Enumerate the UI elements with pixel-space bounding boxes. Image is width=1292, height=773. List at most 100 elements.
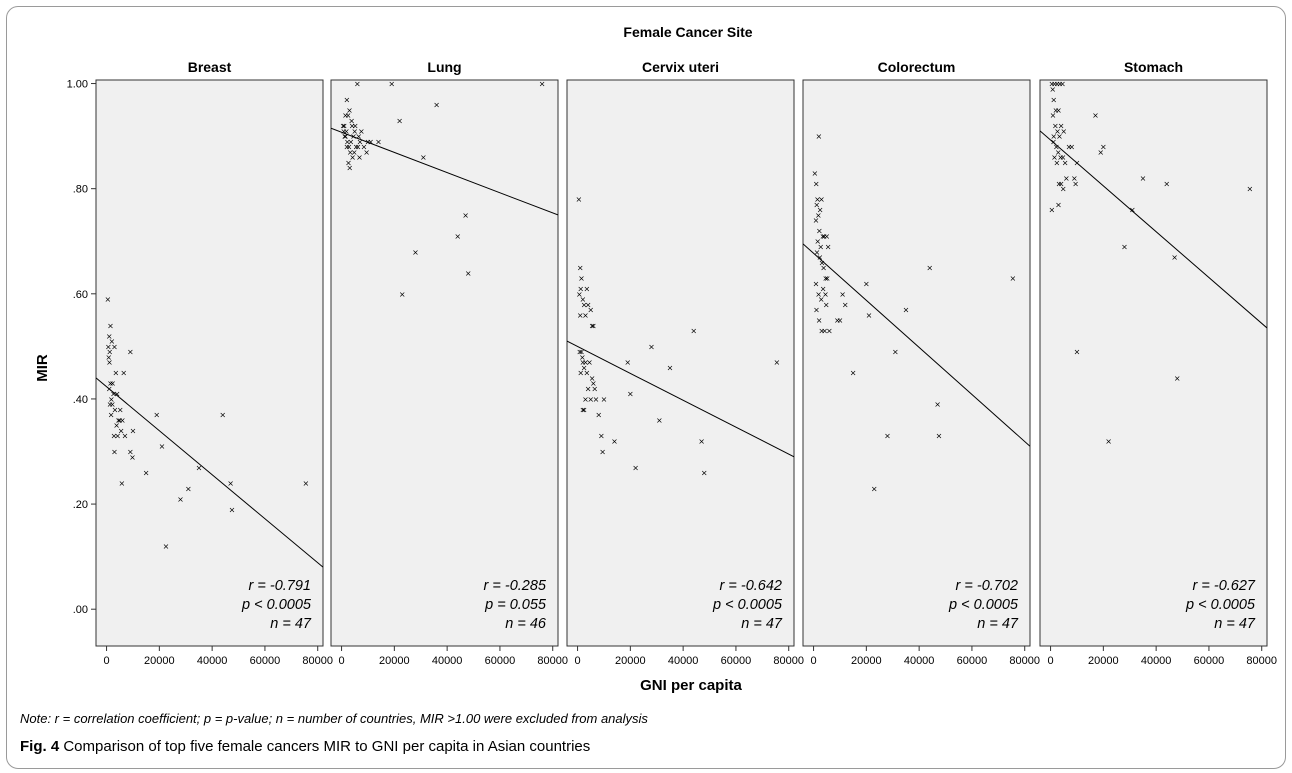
data-point: ×: [815, 211, 822, 220]
data-point: ×: [824, 274, 831, 283]
data-point: ×: [1059, 80, 1066, 89]
stat-r: r = -0.642: [720, 578, 782, 594]
data-point: ×: [302, 479, 309, 488]
data-point: ×: [343, 95, 350, 104]
data-point: ×: [361, 143, 368, 152]
data-point: ×: [1066, 143, 1073, 152]
plot-area: [566, 79, 795, 647]
x-tick-label: 20000: [144, 655, 175, 667]
data-point: ×: [577, 311, 584, 320]
data-point: ×: [579, 295, 586, 304]
data-point: ×: [1054, 80, 1061, 89]
data-point: ×: [346, 106, 353, 115]
data-point: ×: [1246, 185, 1253, 194]
stat-p: p < 0.0005: [712, 597, 783, 613]
data-point: ×: [462, 211, 469, 220]
stat-p: p < 0.0005: [241, 597, 312, 613]
data-point: ×: [582, 395, 589, 404]
data-point: ×: [127, 448, 134, 457]
data-point: ×: [159, 442, 166, 451]
data-point: ×: [1063, 174, 1070, 183]
footnote: Note: r = correlation coefficient; p = p…: [20, 711, 648, 726]
data-point: ×: [177, 495, 184, 504]
data-point: ×: [1074, 158, 1081, 167]
y-tick-label: 1.00: [67, 79, 88, 91]
y-tick-label: .20: [73, 499, 88, 511]
stat-n: n = 47: [741, 616, 783, 632]
data-point: ×: [576, 290, 583, 299]
figure-caption: Fig. 4 Comparison of top five female can…: [20, 738, 590, 755]
data-point: ×: [1055, 148, 1062, 157]
data-point: ×: [355, 132, 362, 141]
data-point: ×: [115, 416, 122, 425]
data-point: ×: [1058, 122, 1065, 131]
data-point: ×: [396, 116, 403, 125]
data-point: ×: [822, 290, 829, 299]
data-point: ×: [351, 127, 358, 136]
x-tick-label: 80000: [773, 655, 804, 667]
data-point: ×: [834, 316, 841, 325]
data-point: ×: [345, 158, 352, 167]
x-tick-label: 0: [103, 655, 109, 667]
data-point: ×: [823, 232, 830, 241]
data-point: ×: [1060, 185, 1067, 194]
x-tick-label: 60000: [1194, 655, 1225, 667]
panel-stomach: ××××××××××××××××××××××××××××××××××××××××…: [1039, 79, 1277, 667]
data-point: ×: [690, 327, 697, 336]
data-point: ×: [343, 127, 350, 136]
data-point: ×: [863, 279, 870, 288]
data-point: ×: [129, 453, 136, 462]
x-tick-label: 80000: [1009, 655, 1040, 667]
data-point: ×: [112, 369, 119, 378]
data-point: ×: [591, 384, 598, 393]
data-point: ×: [813, 279, 820, 288]
data-point: ×: [196, 463, 203, 472]
data-point: ×: [601, 395, 608, 404]
x-tick-label: 40000: [197, 655, 228, 667]
data-point: ×: [817, 242, 824, 251]
data-point: ×: [656, 416, 663, 425]
data-point: ×: [1174, 374, 1181, 383]
data-point: ×: [814, 248, 821, 257]
data-point: ×: [1140, 174, 1147, 183]
data-point: ×: [632, 463, 639, 472]
y-tick-label: .80: [73, 184, 88, 196]
x-tick-label: 20000: [615, 655, 646, 667]
data-point: ×: [701, 469, 708, 478]
panel-colorectum: ××××××××××××××××××××××××××××××××××××××××…: [802, 79, 1040, 667]
data-point: ×: [892, 348, 899, 357]
data-point: ×: [465, 269, 472, 278]
stat-p: p = 0.055: [484, 597, 547, 613]
data-point: ×: [648, 342, 655, 351]
data-point: ×: [1071, 174, 1078, 183]
data-point: ×: [1074, 348, 1081, 357]
super-title: Female Cancer Site: [623, 24, 752, 40]
data-point: ×: [343, 143, 350, 152]
data-point: ×: [589, 374, 596, 383]
data-point: ×: [107, 400, 114, 409]
caption-text: Comparison of top five female cancers MI…: [59, 738, 591, 755]
data-point: ×: [105, 295, 112, 304]
y-tick-label: .40: [73, 394, 88, 406]
data-point: ×: [611, 437, 618, 446]
data-point: ×: [581, 300, 588, 309]
panel-title: Cervix uteri: [642, 59, 719, 75]
data-point: ×: [412, 248, 419, 257]
data-point: ×: [814, 195, 821, 204]
data-point: ×: [1068, 143, 1075, 152]
data-point: ×: [1049, 85, 1056, 94]
data-point: ×: [1050, 132, 1057, 141]
data-point: ×: [111, 432, 118, 441]
data-point: ×: [624, 358, 631, 367]
data-point: ×: [579, 405, 586, 414]
data-point: ×: [1050, 137, 1057, 146]
data-point: ×: [667, 363, 674, 372]
data-point: ×: [578, 274, 585, 283]
plot-area: [802, 79, 1031, 647]
data-point: ×: [813, 179, 820, 188]
data-point: ×: [347, 137, 354, 146]
data-point: ×: [105, 353, 112, 362]
data-point: ×: [1049, 80, 1056, 89]
data-point: ×: [388, 80, 395, 89]
stat-r: r = -0.627: [1193, 578, 1256, 594]
